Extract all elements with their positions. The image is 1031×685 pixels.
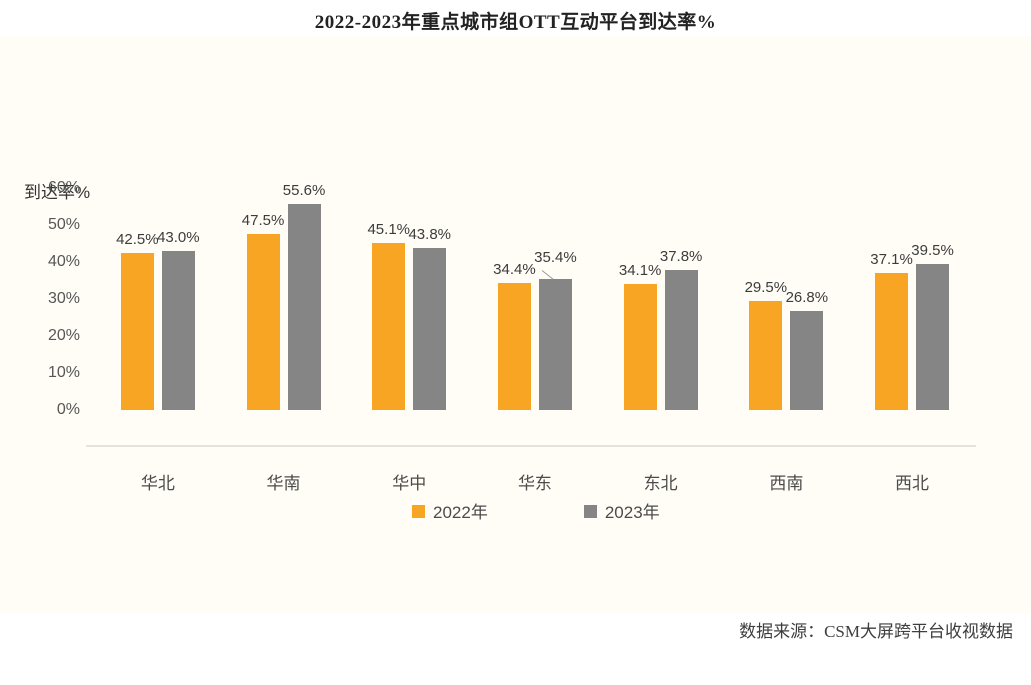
value-label-2023年-西北: 39.5% xyxy=(911,241,954,259)
value-label-2023年-西南: 26.8% xyxy=(785,288,829,306)
value-label-2022年-华北: 42.5% xyxy=(116,230,159,248)
x-axis-label-0: 华北 xyxy=(140,474,175,493)
value-label-2022年-东北: 34.1% xyxy=(618,261,662,279)
data-source-text: 数据来源：CSM大屏跨平台收视数据 xyxy=(739,622,1013,641)
bar-2023年-西南 xyxy=(790,310,824,410)
y-tick-label-1: 10% xyxy=(47,364,80,381)
y-tick-label-0: 0% xyxy=(56,401,80,418)
legend-swatch-2023年 xyxy=(583,505,597,518)
value-label-2022年-华中: 45.1% xyxy=(367,221,411,239)
bar-2023年-华中 xyxy=(413,247,447,410)
value-label-2023年-东北: 37.8% xyxy=(659,248,703,266)
value-label-2023年-华南: 55.6% xyxy=(282,182,326,200)
x-axis-line xyxy=(86,445,976,447)
y-tick-label-4: 40% xyxy=(47,253,80,270)
chart-band: 到达率% 0% 10% 20% 30% 40% 50% 60% 华北 42.5% 43.0% 华南 4… xyxy=(0,36,1031,613)
bar-2022年-西南 xyxy=(749,300,783,410)
legend-swatch-2022年 xyxy=(412,505,425,518)
bar-2023年-西北 xyxy=(916,263,950,410)
footer-row: 数据来源：CSM大屏跨平台收视数据 xyxy=(0,613,1031,685)
x-axis-label-5: 西南 xyxy=(769,474,804,493)
value-label-2022年-西南: 29.5% xyxy=(744,278,788,296)
bar-2022年-华东 xyxy=(497,282,531,410)
y-tick-label-5: 50% xyxy=(47,216,80,233)
value-label-2023年-华中: 43.8% xyxy=(408,225,452,243)
y-axis-title: 到达率% xyxy=(24,183,91,202)
bar-2022年-东北 xyxy=(623,283,657,410)
bar-2023年-华南 xyxy=(287,204,321,410)
legend-label-2023年: 2023年 xyxy=(604,503,660,522)
bar-2023年-东北 xyxy=(664,270,698,410)
x-axis-label-3: 华东 xyxy=(517,474,552,493)
x-axis-label-6: 西北 xyxy=(895,474,930,493)
x-axis-label-2: 华中 xyxy=(392,474,427,493)
bar-2022年-华南 xyxy=(246,234,280,410)
value-label-2023年-华北: 43.0% xyxy=(157,228,200,246)
legend-label-2022年: 2022年 xyxy=(433,503,488,522)
x-axis-label-1: 华南 xyxy=(266,474,301,493)
bar-2022年-华北 xyxy=(120,252,154,410)
bar-2023年-华北 xyxy=(161,250,195,410)
legend-item-2023年: 2023年 xyxy=(583,502,660,523)
y-tick-label-3: 30% xyxy=(47,290,80,307)
y-tick-label-6: 60% xyxy=(47,179,80,196)
legend: 2022年 2023年 xyxy=(412,502,660,523)
chart-title: 2022-2023年重点城市组OTT互动平台到达率% xyxy=(314,12,717,33)
bar-2023年-华东 xyxy=(538,279,572,410)
x-axis-label-4: 东北 xyxy=(643,474,678,493)
value-label-2022年-西北: 37.1% xyxy=(870,250,913,268)
y-tick-label-2: 20% xyxy=(47,327,80,344)
value-label-2022年-华东: 34.4% xyxy=(493,260,536,278)
value-label-2023年-华东: 35.4% xyxy=(534,249,577,267)
bar-2022年-华中 xyxy=(372,243,406,410)
legend-item-2022年: 2022年 xyxy=(412,502,488,523)
bar-2022年-西北 xyxy=(875,272,909,410)
title-row: 2022-2023年重点城市组OTT互动平台到达率% xyxy=(0,0,1031,36)
value-label-2022年-华南: 47.5% xyxy=(241,212,285,230)
